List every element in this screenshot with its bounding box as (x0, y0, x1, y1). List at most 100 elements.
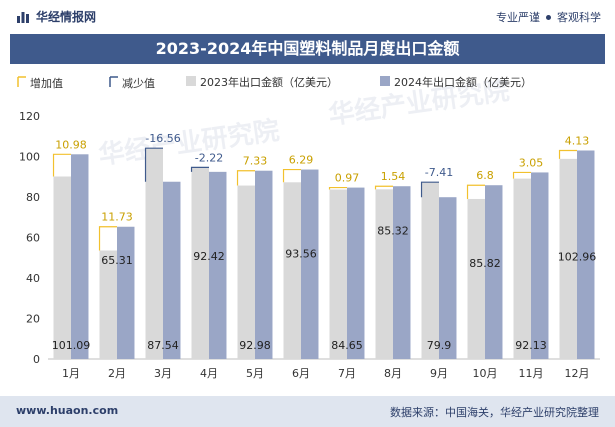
tagline-left: 专业严谨 (496, 11, 540, 24)
x-tick-label: 2月 (108, 367, 126, 380)
bar-2024 (209, 171, 227, 359)
bar-2023 (559, 158, 577, 359)
bar-2023 (237, 185, 255, 359)
change-label: 6.29 (289, 154, 314, 167)
bar-2024 (163, 181, 181, 359)
x-tick-label: 5月 (246, 367, 264, 380)
change-bracket (52, 153, 71, 177)
bar-2023 (467, 198, 485, 359)
top-header: 华经情报网 专业严谨 客观科学 (0, 0, 615, 34)
bar-2024 (255, 170, 273, 359)
website-link[interactable]: www.huaon.com (16, 404, 119, 417)
change-label: 4.13 (565, 135, 590, 148)
bar-2024 (531, 172, 549, 359)
value-label-2024: 92.42 (193, 250, 225, 263)
value-label-2024: 93.56 (285, 248, 317, 261)
x-tick-label: 4月 (200, 367, 218, 380)
x-tick-label: 1月 (62, 367, 80, 380)
bar-2023 (421, 182, 439, 359)
value-label-2024: 79.9 (427, 339, 452, 352)
change-bracket (328, 186, 347, 190)
change-bracket (420, 181, 439, 198)
value-label-2024: 102.96 (558, 251, 597, 264)
change-label: 3.05 (519, 156, 544, 169)
y-tick-label: 40 (26, 272, 40, 285)
bar-2023 (329, 189, 347, 359)
legend-decrease-marker (109, 76, 118, 87)
bullet-dot-icon (546, 14, 551, 20)
footer: www.huaon.com 数据来源：中国海关，华经产业研究院整理 (0, 396, 615, 427)
x-tick-label: 3月 (154, 367, 172, 380)
bar-chart-logo-icon (17, 11, 29, 23)
change-label: -16.56 (145, 132, 180, 145)
y-tick-label: 0 (33, 353, 40, 366)
y-tick-label: 100 (19, 151, 40, 164)
legend-increase-marker (17, 76, 26, 87)
bar-2023 (283, 182, 301, 359)
x-tick-label: 10月 (473, 367, 498, 380)
change-bracket (236, 170, 255, 186)
legend-label-2023: 2023年出口金额（亿美元） (200, 75, 338, 89)
change-label: 7.33 (243, 155, 268, 168)
x-tick-label: 7月 (338, 367, 356, 380)
x-tick-label: 12月 (565, 367, 590, 380)
legend-label-decrease: 减少值 (122, 77, 155, 90)
value-label-2024: 92.98 (239, 339, 271, 352)
bar-2024 (347, 187, 365, 359)
legend-swatch-2024 (380, 76, 390, 86)
bar-2023 (99, 250, 117, 359)
bar-2024 (71, 154, 89, 359)
change-bracket (558, 149, 577, 159)
change-bracket (374, 185, 393, 190)
bar-2024 (117, 226, 135, 359)
change-label: 10.98 (55, 138, 87, 151)
change-bracket (466, 184, 485, 199)
change-label: -7.41 (425, 166, 453, 179)
change-label: 6.8 (476, 169, 494, 182)
x-tick-label: 9月 (430, 367, 448, 380)
change-bracket (512, 171, 531, 179)
bar-2024 (439, 197, 457, 359)
change-label: -2.22 (195, 151, 223, 164)
change-label: 11.73 (101, 211, 133, 224)
y-tick-label: 120 (19, 110, 40, 123)
brand-name: 华经情报网 (36, 10, 97, 24)
change-bracket (144, 147, 163, 182)
value-label-2024: 87.54 (147, 339, 179, 352)
bar-2023 (53, 176, 71, 359)
value-label-2024: 85.82 (469, 257, 501, 270)
value-label-2024: 92.13 (515, 339, 547, 352)
y-tick-label: 80 (26, 191, 40, 204)
change-label: 0.97 (335, 172, 360, 185)
chart-title: 2023-2024年中国塑料制品月度出口金额 (10, 34, 605, 64)
bar-2024 (393, 186, 411, 359)
change-bracket (190, 166, 209, 172)
y-tick-label: 60 (26, 232, 40, 245)
bar-2023 (191, 167, 209, 359)
bar-2024 (577, 150, 595, 359)
value-label-2024: 101.09 (52, 339, 91, 352)
legend-label-increase: 增加值 (30, 76, 63, 90)
x-tick-label: 11月 (519, 367, 544, 380)
change-bracket (282, 168, 301, 183)
bar-2023 (513, 178, 531, 359)
data-source: 数据来源：中国海关，华经产业研究院整理 (390, 406, 599, 419)
y-tick-label: 20 (26, 313, 40, 326)
tagline: 专业严谨 客观科学 (496, 9, 601, 25)
bar-2024 (485, 185, 503, 359)
legend-label-2024: 2024年出口金额（亿美元） (394, 75, 532, 89)
value-label-2024: 65.31 (101, 254, 133, 267)
x-tick-label: 6月 (292, 367, 310, 380)
bar-2023 (375, 189, 393, 359)
value-label-2024: 85.32 (377, 225, 409, 238)
tagline-right: 客观科学 (557, 11, 601, 24)
change-bracket (98, 226, 117, 251)
bar-2024 (301, 169, 319, 359)
legend-swatch-2023 (186, 76, 196, 86)
value-label-2024: 84.65 (331, 339, 363, 352)
x-tick-label: 8月 (384, 367, 402, 380)
brand[interactable]: 华经情报网 (16, 8, 96, 25)
change-label: 1.54 (381, 170, 406, 183)
bar-2023 (145, 148, 163, 359)
